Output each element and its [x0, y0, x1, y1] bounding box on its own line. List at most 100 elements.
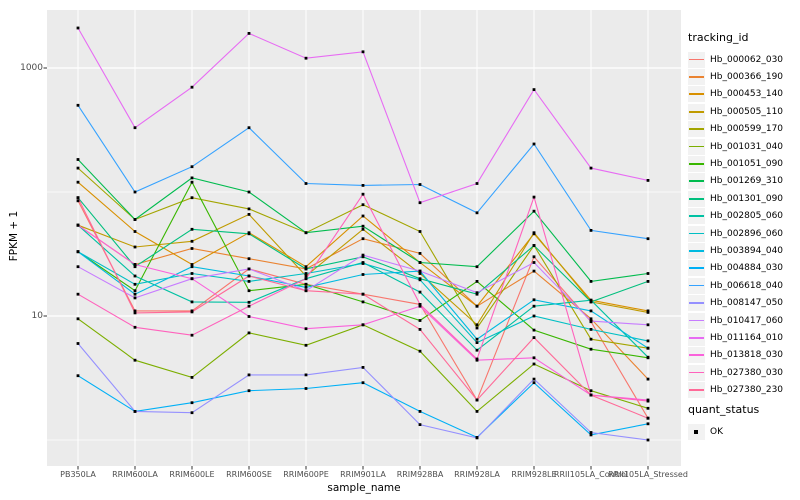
data-point	[76, 199, 80, 203]
legend-entry-label: Hb_000505_110	[710, 106, 784, 117]
data-point	[247, 267, 251, 271]
data-point	[133, 358, 137, 362]
legend-key-swatch	[688, 156, 705, 173]
legend-entry-label: Hb_000366_190	[710, 72, 784, 83]
legend-key-swatch	[688, 364, 705, 381]
data-point	[475, 323, 479, 327]
legend-key-swatch	[688, 242, 705, 259]
data-point	[361, 227, 365, 231]
data-point	[76, 250, 80, 254]
data-point	[418, 319, 422, 322]
legend-entry-label: Hb_001269_310	[710, 176, 784, 187]
y-tick-label: 1000	[20, 62, 43, 73]
x-tick-label: RRIM600PE	[283, 470, 329, 479]
legend-line-icon	[689, 232, 704, 235]
data-point	[646, 416, 650, 420]
data-point	[190, 196, 194, 200]
data-point	[589, 389, 593, 393]
data-point	[190, 265, 194, 269]
data-point	[418, 201, 422, 205]
data-point	[190, 277, 194, 281]
legend2-entry-label: OK	[710, 426, 723, 437]
data-point	[361, 323, 365, 327]
data-point	[304, 274, 308, 278]
data-point	[247, 304, 251, 308]
data-point	[589, 328, 593, 331]
x-tick-label: RRII105LA_Stressed	[608, 470, 688, 479]
data-point	[304, 282, 308, 286]
data-point	[475, 410, 479, 413]
legend-line-icon	[689, 215, 704, 217]
data-point	[76, 374, 80, 378]
data-point	[247, 389, 251, 393]
data-point	[589, 319, 593, 323]
data-point	[418, 410, 422, 413]
data-point	[646, 399, 650, 403]
legend-entry-Hb_002805_060: Hb_002805_060	[688, 208, 800, 225]
legend-entry-Hb_000505_110: Hb_000505_110	[688, 103, 800, 120]
data-point	[190, 239, 194, 243]
data-point	[76, 265, 80, 269]
data-point	[304, 327, 308, 331]
data-point	[247, 331, 251, 335]
legend-line-icon	[689, 249, 704, 252]
data-point	[418, 230, 422, 233]
legend-line-icon	[689, 145, 704, 148]
legend-entry-label: Hb_002896_060	[710, 228, 784, 239]
data-point	[190, 300, 194, 304]
data-point	[589, 431, 593, 434]
legend-line-icon	[689, 336, 704, 339]
data-point	[418, 261, 422, 264]
data-point	[304, 289, 308, 293]
legend-key-swatch	[688, 295, 705, 312]
legend-entry-label: Hb_000453_140	[710, 89, 784, 100]
data-point	[418, 183, 422, 186]
legend-key-swatch	[688, 382, 705, 399]
data-point	[589, 309, 593, 313]
data-point	[418, 272, 422, 275]
legend-key-swatch	[688, 260, 705, 277]
data-point	[361, 184, 365, 187]
legend-entry-label: Hb_001301_090	[710, 193, 784, 204]
legend-line-icon	[689, 389, 704, 391]
data-point	[475, 182, 479, 185]
data-point	[190, 165, 194, 169]
data-point	[247, 373, 251, 377]
legend-entry-Hb_008147_050: Hb_008147_050	[688, 294, 800, 312]
data-point	[475, 280, 479, 283]
legend-title: tracking_id	[688, 31, 749, 44]
data-point	[646, 179, 650, 182]
data-point	[475, 341, 479, 344]
data-point	[646, 237, 650, 241]
data-point	[190, 411, 194, 415]
data-point	[247, 257, 251, 261]
data-point	[304, 265, 308, 269]
data-point	[418, 303, 422, 306]
x-tick-label: RRII105LA_Control	[553, 470, 629, 479]
data-point	[76, 292, 80, 296]
data-point	[475, 357, 479, 361]
legend2-title: quant_status	[688, 403, 760, 416]
data-point	[361, 214, 365, 218]
data-point	[133, 282, 137, 286]
data-point	[361, 255, 365, 259]
legend-entry-Hb_000366_190: Hb_000366_190	[688, 68, 800, 86]
x-tick-label: RRIM600LA	[112, 470, 158, 479]
legend-tracking-id: tracking_id Hb_000062_030 Hb_000366_190 Hb…	[688, 31, 800, 399]
legend-key-swatch	[688, 51, 705, 68]
data-point	[532, 269, 536, 273]
data-point	[247, 126, 251, 130]
legend-entry-Hb_010417_060: Hb_010417_060	[688, 312, 800, 329]
data-point	[589, 337, 593, 341]
data-point	[418, 252, 422, 255]
data-point	[361, 50, 365, 54]
legend-key-swatch	[688, 190, 705, 207]
data-point	[190, 310, 194, 314]
data-point	[76, 158, 80, 161]
legend-entry-label: Hb_010417_060	[710, 315, 784, 326]
data-point	[304, 56, 308, 60]
data-point	[532, 244, 536, 247]
ok-marker-key	[688, 423, 705, 440]
data-point	[247, 315, 251, 318]
